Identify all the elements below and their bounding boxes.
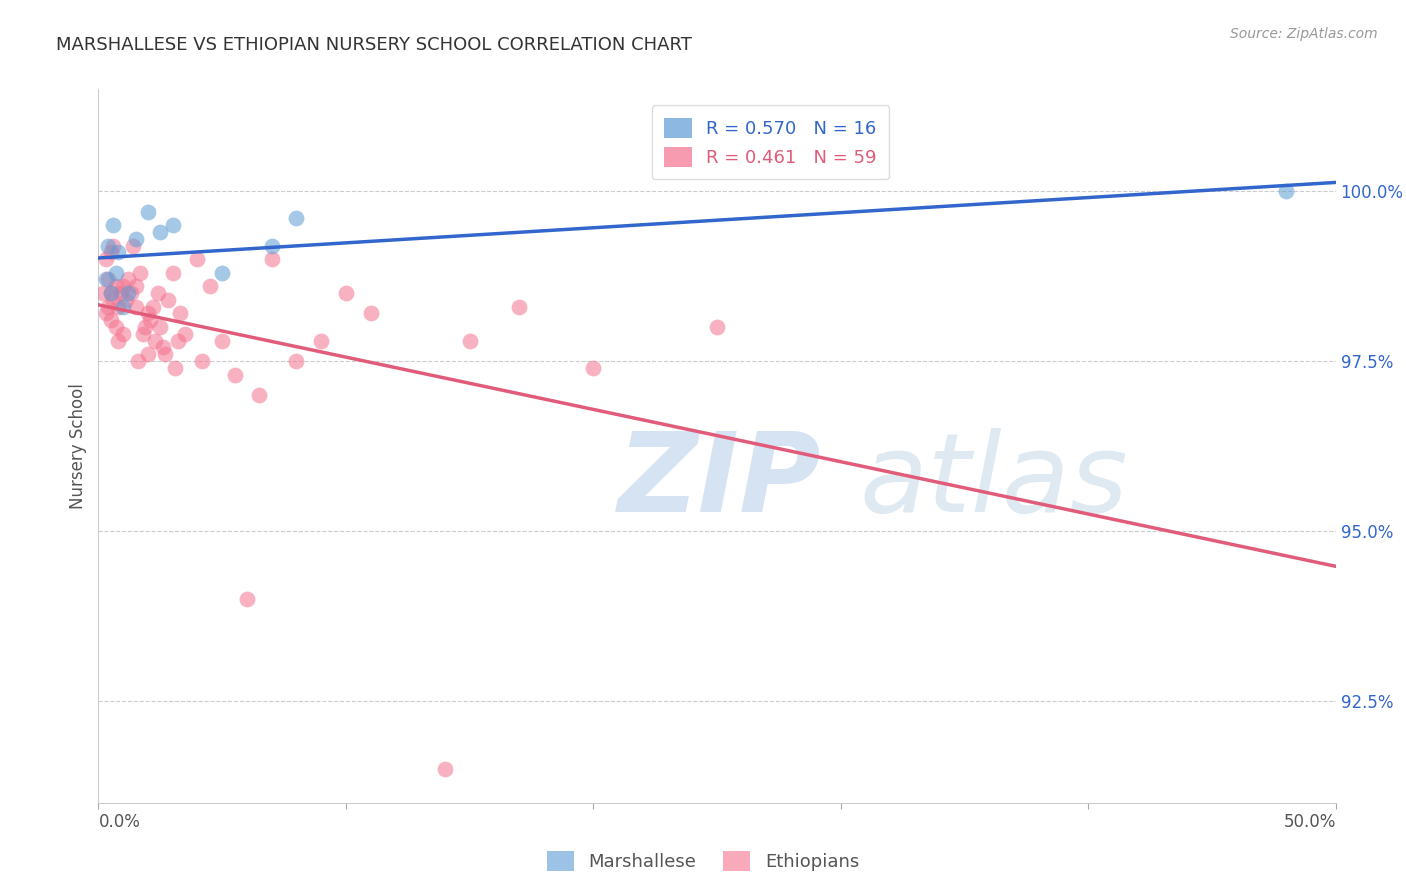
Point — [103, 218, 125, 232]
Point — [335, 286, 357, 301]
Point — [100, 313, 122, 327]
Point — [174, 326, 197, 341]
Point — [136, 204, 159, 219]
Text: Source: ZipAtlas.com: Source: ZipAtlas.com — [1230, 27, 1378, 41]
Point — [124, 232, 146, 246]
Text: atlas: atlas — [859, 428, 1128, 535]
Point — [191, 354, 214, 368]
Text: 0.0%: 0.0% — [98, 813, 141, 831]
Point — [155, 347, 177, 361]
Point — [100, 286, 122, 301]
Point — [236, 591, 259, 606]
Point — [143, 334, 166, 348]
Point — [162, 218, 184, 232]
Point — [127, 354, 149, 368]
Point — [103, 238, 125, 252]
Point — [162, 266, 184, 280]
Point — [103, 293, 125, 307]
Point — [97, 238, 120, 252]
Point — [112, 326, 135, 341]
Point — [152, 341, 174, 355]
Point — [146, 286, 169, 301]
Point — [360, 306, 382, 320]
Point — [224, 368, 246, 382]
Point — [166, 334, 188, 348]
Point — [285, 354, 308, 368]
Point — [107, 334, 129, 348]
Y-axis label: Nursery School: Nursery School — [69, 383, 87, 509]
Point — [211, 334, 233, 348]
Point — [114, 293, 136, 307]
Point — [169, 306, 191, 320]
Point — [100, 245, 122, 260]
Point — [124, 300, 146, 314]
Point — [104, 279, 127, 293]
Point — [582, 360, 605, 375]
Point — [94, 306, 117, 320]
Point — [458, 334, 481, 348]
Point — [104, 266, 127, 280]
Point — [149, 225, 172, 239]
Point — [107, 300, 129, 314]
Point — [247, 388, 270, 402]
Point — [97, 272, 120, 286]
Legend: Marshallese, Ethiopians: Marshallese, Ethiopians — [540, 844, 866, 879]
Text: ZIP: ZIP — [619, 428, 821, 535]
Point — [309, 334, 332, 348]
Point — [433, 762, 456, 776]
Point — [107, 245, 129, 260]
Point — [122, 238, 145, 252]
Point — [165, 360, 187, 375]
Point — [112, 300, 135, 314]
Point — [94, 272, 117, 286]
Point — [508, 300, 530, 314]
Point — [285, 211, 308, 226]
Point — [186, 252, 208, 266]
Point — [1275, 184, 1298, 198]
Point — [198, 279, 221, 293]
Text: 50.0%: 50.0% — [1284, 813, 1336, 831]
Point — [124, 279, 146, 293]
Point — [149, 320, 172, 334]
Text: MARSHALLESE VS ETHIOPIAN NURSERY SCHOOL CORRELATION CHART: MARSHALLESE VS ETHIOPIAN NURSERY SCHOOL … — [56, 36, 692, 54]
Point — [129, 266, 152, 280]
Point — [260, 252, 283, 266]
Point — [134, 320, 156, 334]
Point — [136, 306, 159, 320]
Point — [110, 286, 132, 301]
Point — [117, 286, 139, 301]
Point — [93, 286, 115, 301]
Point — [139, 313, 162, 327]
Point — [156, 293, 179, 307]
Point — [117, 272, 139, 286]
Point — [211, 266, 233, 280]
Point — [94, 252, 117, 266]
Point — [112, 279, 135, 293]
Point — [100, 286, 122, 301]
Point — [142, 300, 165, 314]
Point — [120, 286, 142, 301]
Point — [260, 238, 283, 252]
Point — [136, 347, 159, 361]
Legend: R = 0.570   N = 16, R = 0.461   N = 59: R = 0.570 N = 16, R = 0.461 N = 59 — [652, 105, 889, 179]
Point — [104, 320, 127, 334]
Point — [706, 320, 728, 334]
Point — [97, 300, 120, 314]
Point — [132, 326, 155, 341]
